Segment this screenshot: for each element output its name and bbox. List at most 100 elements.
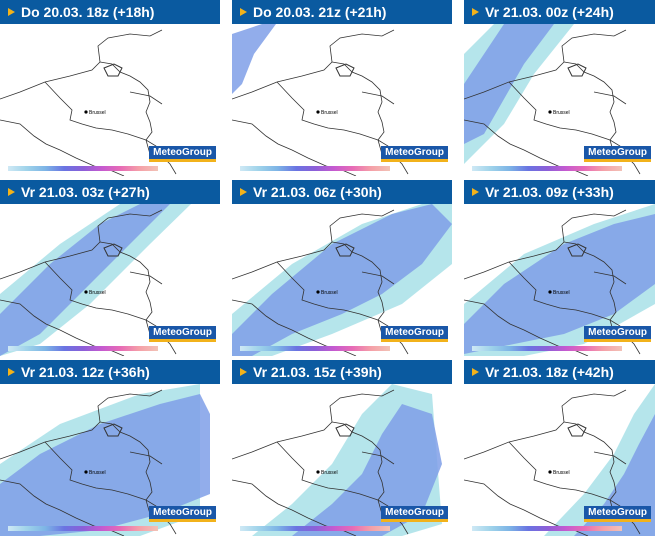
play-marker-icon (472, 8, 479, 16)
panel-header: Vr 21.03. 09z (+33h) (464, 180, 655, 204)
forecast-panel[interactable]: Vr 21.03. 03z (+27h) Brussel MeteoGroup (0, 180, 220, 356)
panel-header: Do 20.03. 21z (+21h) (232, 0, 452, 24)
play-marker-icon (240, 188, 247, 196)
country-border-line (103, 423, 123, 437)
forecast-panel[interactable]: Vr 21.03. 09z (+33h) Brussel MeteoGroup (464, 180, 655, 356)
city-marker-icon (316, 470, 320, 474)
panel-header: Vr 21.03. 00z (+24h) (464, 0, 655, 24)
forecast-panel[interactable]: Do 20.03. 21z (+21h) Brussel MeteoGroup (232, 0, 452, 176)
forecast-panel[interactable]: Vr 21.03. 00z (+24h) Brussel MeteoGroup (464, 0, 655, 176)
city-marker-icon (548, 290, 552, 294)
panel-header: Vr 21.03. 06z (+30h) (232, 180, 452, 204)
panel-header: Vr 21.03. 12z (+36h) (0, 360, 220, 384)
country-border-line (331, 61, 385, 141)
meteogroup-logo: MeteoGroup (149, 146, 216, 162)
country-border-line (563, 421, 617, 501)
benelux-map: Brussel (0, 204, 191, 356)
forecast-panel[interactable]: Vr 21.03. 06z (+30h) Brussel MeteoGroup (232, 180, 452, 356)
country-border-line (103, 63, 123, 77)
meteogroup-logo: MeteoGroup (381, 506, 448, 522)
forecast-panel[interactable]: Do 20.03. 18z (+18h) Brussel MeteoGroup (0, 0, 220, 176)
city-marker-icon (316, 110, 320, 114)
precipitation-band (574, 414, 655, 536)
country-border-line (567, 243, 587, 257)
country-border-line (361, 451, 395, 465)
panel-time-label: Vr 21.03. 03z (+27h) (21, 184, 150, 200)
precipitation-color-scale (472, 346, 622, 351)
city-label: Brussel (321, 290, 338, 296)
panel-time-label: Vr 21.03. 12z (+36h) (21, 364, 150, 380)
country-border-line (103, 243, 123, 257)
country-border-line (361, 91, 395, 105)
panel-time-label: Do 20.03. 18z (+18h) (21, 4, 155, 20)
panel-time-label: Vr 21.03. 00z (+24h) (485, 4, 614, 20)
country-border-line (567, 63, 587, 77)
precipitation-color-scale (472, 166, 622, 171)
meteogroup-logo: MeteoGroup (584, 326, 651, 342)
forecast-panel[interactable]: Vr 21.03. 12z (+36h) Brussel MeteoGroup (0, 360, 220, 540)
country-border-line (567, 423, 587, 437)
country-border-line (361, 271, 395, 285)
precipitation-color-scale (8, 166, 158, 171)
country-border-line (129, 451, 163, 465)
country-border-line (335, 63, 355, 77)
city-label: Brussel (321, 470, 338, 476)
city-label: Brussel (553, 470, 570, 476)
city-marker-icon (84, 110, 88, 114)
meteogroup-logo: MeteoGroup (149, 506, 216, 522)
play-marker-icon (8, 368, 15, 376)
city-label: Brussel (89, 470, 106, 476)
panel-header: Vr 21.03. 15z (+39h) (232, 360, 452, 384)
benelux-map: Brussel (0, 29, 177, 176)
panel-time-label: Vr 21.03. 06z (+30h) (253, 184, 382, 200)
country-border-line (129, 271, 163, 285)
benelux-map: Brussel (0, 384, 210, 536)
play-marker-icon (240, 368, 247, 376)
precipitation-map: Brussel (0, 24, 220, 176)
city-label: Brussel (321, 110, 338, 116)
country-border-line (99, 241, 153, 321)
precipitation-color-scale (240, 346, 390, 351)
city-marker-icon (84, 290, 88, 294)
play-marker-icon (8, 188, 15, 196)
precipitation-map: Brussel (464, 204, 655, 356)
precipitation-color-scale (472, 526, 622, 531)
country-border-line (0, 29, 163, 100)
benelux-map: Brussel (464, 204, 655, 356)
benelux-map: Brussel (464, 24, 641, 176)
meteogroup-logo: MeteoGroup (149, 326, 216, 342)
precipitation-band (232, 204, 452, 356)
precipitation-band (232, 24, 276, 94)
forecast-panel[interactable]: Vr 21.03. 18z (+42h) Brussel MeteoGroup (464, 360, 655, 540)
meteogroup-logo: MeteoGroup (381, 326, 448, 342)
panel-header: Vr 21.03. 18z (+42h) (464, 360, 655, 384)
panel-header: Vr 21.03. 03z (+27h) (0, 180, 220, 204)
play-marker-icon (472, 188, 479, 196)
country-border-line (331, 421, 385, 501)
precipitation-color-scale (240, 526, 390, 531)
city-marker-icon (84, 470, 88, 474)
play-marker-icon (240, 8, 247, 16)
precipitation-band (292, 404, 442, 536)
city-label: Brussel (89, 290, 106, 296)
city-marker-icon (548, 110, 552, 114)
forecast-panel[interactable]: Vr 21.03. 15z (+39h) Brussel MeteoGroup (232, 360, 452, 540)
meteogroup-logo: MeteoGroup (381, 146, 448, 162)
precipitation-color-scale (8, 526, 158, 531)
country-border-line (563, 241, 617, 321)
precipitation-color-scale (240, 166, 390, 171)
country-border-line (563, 61, 617, 141)
play-marker-icon (472, 368, 479, 376)
city-label: Brussel (553, 290, 570, 296)
city-label: Brussel (89, 110, 106, 116)
panel-time-label: Vr 21.03. 18z (+42h) (485, 364, 614, 380)
country-border-line (129, 91, 163, 105)
country-border-line (464, 389, 627, 460)
country-border-line (593, 91, 627, 105)
country-border-line (331, 241, 385, 321)
country-border-line (99, 421, 153, 501)
precipitation-map: Brussel (0, 384, 220, 536)
precipitation-color-scale (8, 346, 158, 351)
country-border-line (99, 61, 153, 141)
